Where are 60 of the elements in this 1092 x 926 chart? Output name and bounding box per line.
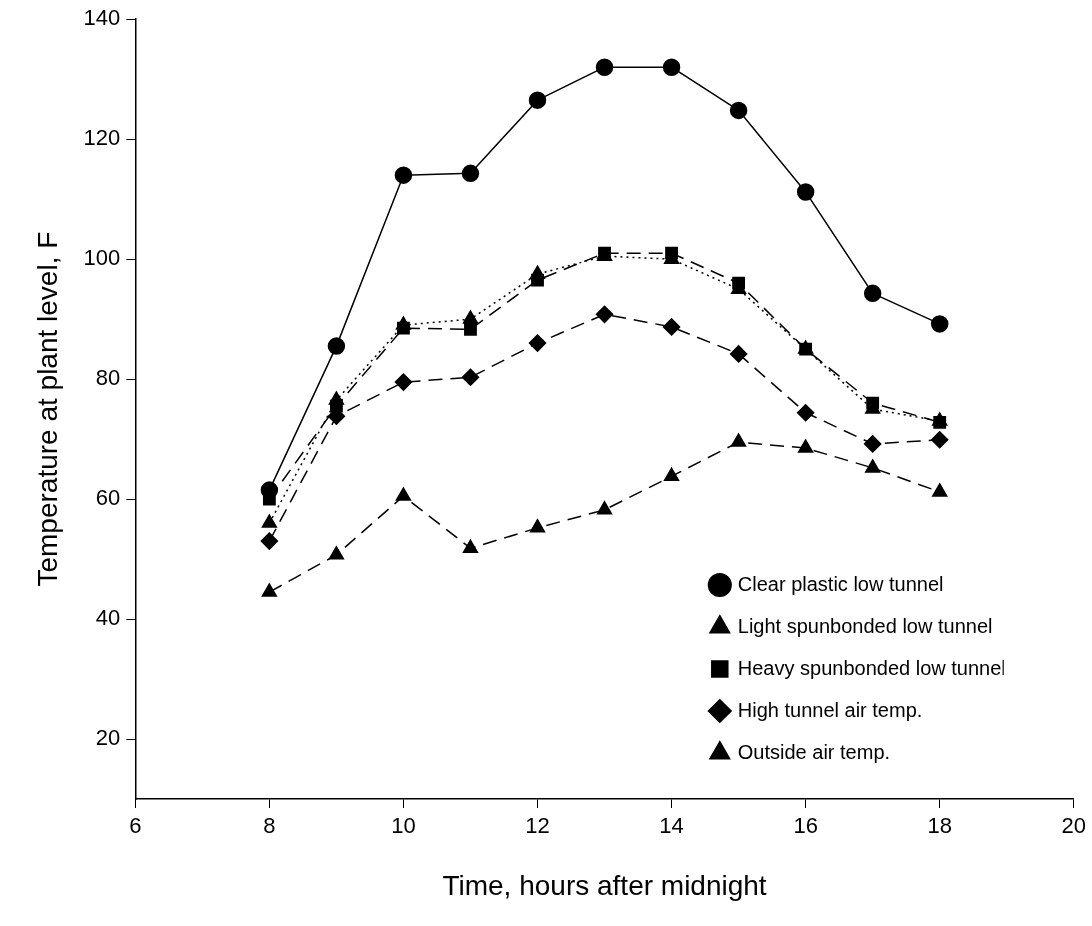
y-tick-label: 20 [95, 725, 121, 751]
x-tick-label: 8 [263, 813, 276, 839]
point [930, 315, 949, 333]
x-tick-label: 12 [525, 813, 550, 839]
point [662, 318, 681, 336]
point [462, 310, 479, 324]
y-tick-label: 40 [95, 605, 121, 631]
point [464, 322, 477, 336]
y-tick-label: 120 [83, 125, 121, 151]
y-tick-label: 100 [83, 245, 121, 271]
point [595, 305, 614, 324]
legend-label: High tunnel air temp. [737, 698, 923, 721]
point [461, 368, 480, 387]
point [595, 58, 614, 76]
point [797, 439, 814, 453]
point [729, 101, 748, 120]
point [796, 403, 815, 422]
x-tick-label: 20 [1061, 813, 1087, 839]
point [796, 183, 815, 201]
point [863, 435, 882, 453]
x-tick-label: 10 [391, 813, 416, 839]
point [462, 539, 479, 554]
point [328, 546, 345, 560]
point [729, 345, 748, 363]
x-tick-label: 6 [129, 813, 142, 839]
point [260, 532, 279, 550]
legend-label: Clear plastic low tunnel [737, 572, 944, 595]
point [261, 583, 278, 597]
point [596, 501, 613, 515]
point [261, 514, 278, 528]
point [394, 166, 413, 184]
point [528, 91, 547, 109]
point [461, 164, 480, 183]
legend-label: Heavy spunbonded low tunnel [737, 656, 1006, 679]
y-tick-label: 60 [95, 485, 121, 511]
y-tick-label: 140 [83, 5, 121, 31]
point [864, 459, 881, 473]
x-axis-title: Time, hours after midnight [442, 869, 767, 901]
point [662, 58, 681, 76]
point [930, 430, 949, 449]
x-tick-label: 14 [659, 813, 684, 839]
point [529, 519, 546, 533]
point [327, 337, 346, 355]
y-tick-label: 80 [95, 365, 121, 391]
point [528, 334, 547, 352]
point [730, 433, 747, 447]
point [260, 481, 279, 499]
x-tick-label: 18 [927, 813, 952, 839]
point [395, 487, 412, 501]
point [932, 483, 948, 497]
point [863, 284, 882, 303]
point [394, 373, 413, 391]
point [663, 467, 680, 482]
y-axis-title: Temperature at plant level, F [31, 231, 63, 587]
x-tick-label: 16 [793, 813, 818, 839]
legend-label: Light spunbonded low tunnel [737, 614, 993, 637]
point [529, 265, 546, 279]
point [395, 316, 412, 330]
point [328, 391, 345, 405]
legend-label: Outside air temp. [737, 740, 891, 763]
